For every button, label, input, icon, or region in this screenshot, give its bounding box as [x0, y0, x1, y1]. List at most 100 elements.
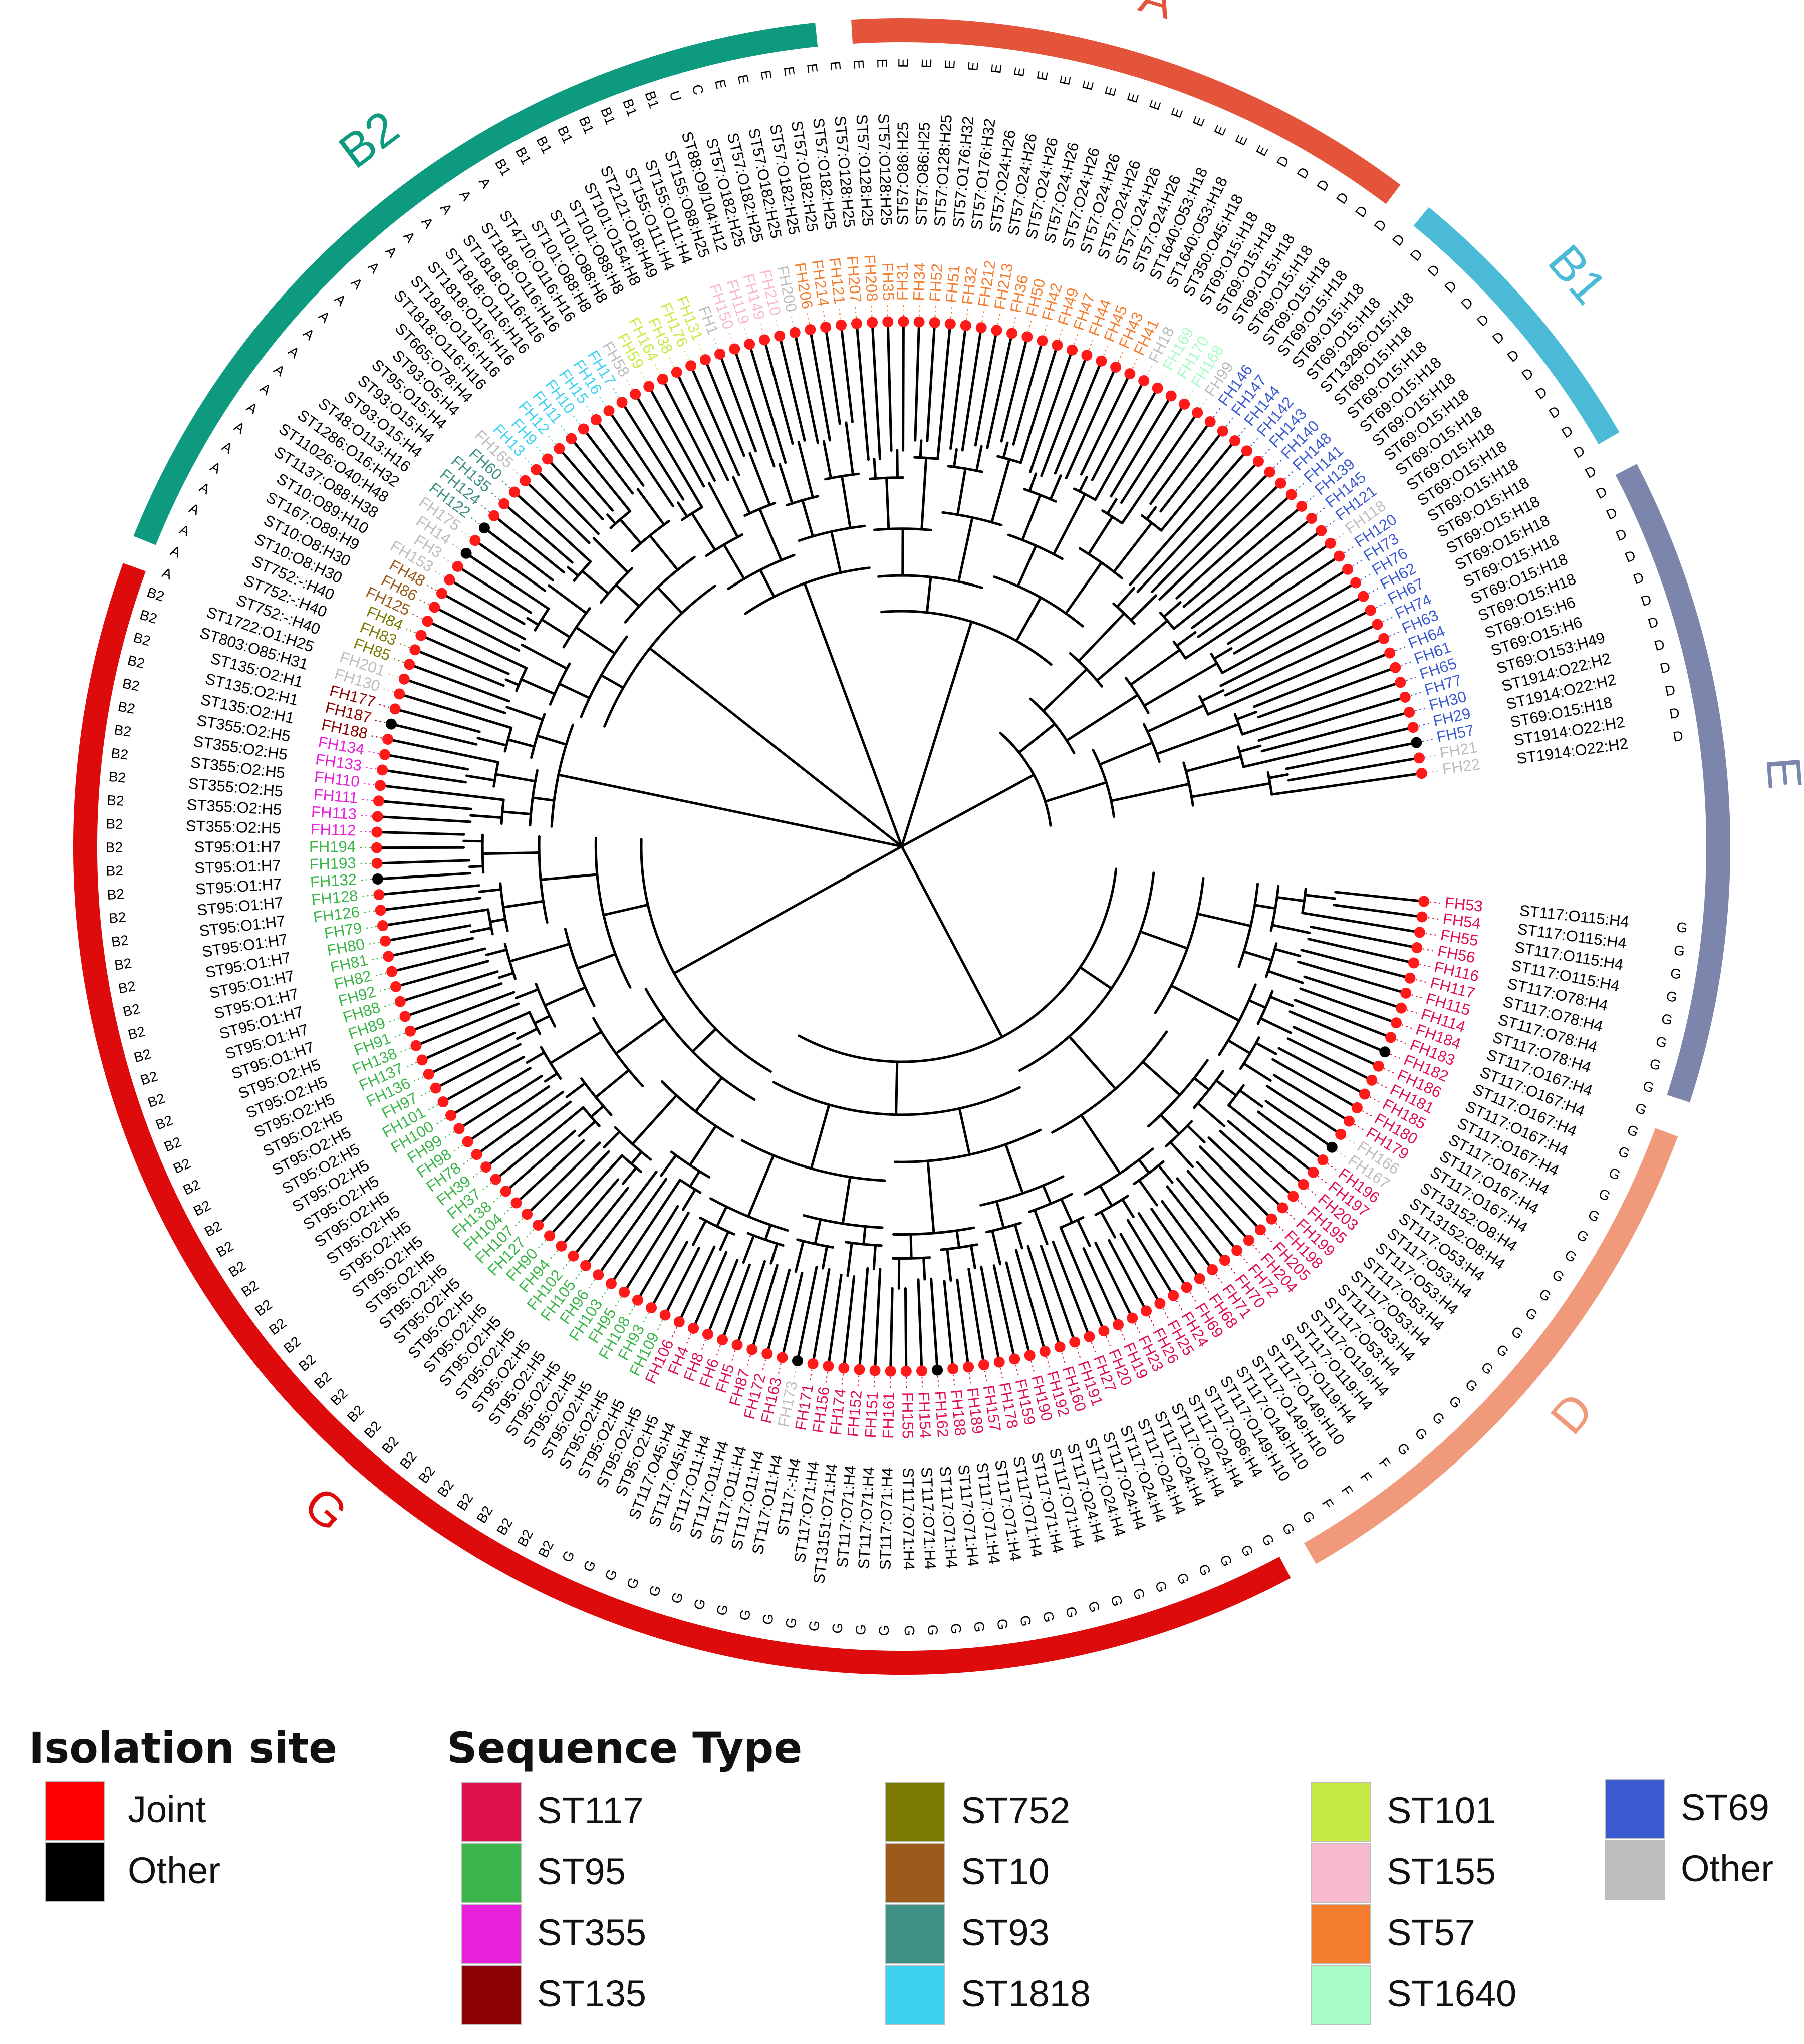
tree-branch	[520, 678, 556, 696]
tip-marker	[619, 1286, 630, 1298]
phylogroup-letter: B2	[107, 886, 125, 903]
tree-branch	[956, 467, 967, 516]
tree-tip-branch	[504, 1129, 577, 1193]
leaf-connector	[966, 306, 969, 320]
tip-marker	[835, 320, 847, 331]
tree-branch	[1162, 601, 1182, 618]
tree-branch	[1002, 441, 1009, 459]
st-swatch-st1818	[885, 1965, 945, 2025]
tree-branch	[1267, 773, 1289, 779]
tip-marker	[882, 316, 894, 328]
tree-tip-branch	[634, 393, 692, 489]
leaf-connector	[1401, 660, 1414, 666]
tree-node-arc	[993, 575, 1084, 628]
phylogroup-letter: E	[1102, 85, 1119, 98]
phylogroup-letter: B2	[153, 1112, 175, 1133]
tree-tip-branch	[889, 1287, 894, 1373]
phylogroup-letter: B1	[492, 156, 514, 179]
tip-marker	[657, 373, 668, 385]
tree-tip-branch	[381, 768, 467, 784]
tree-branch	[885, 476, 890, 530]
leaf-connector	[614, 1297, 622, 1309]
tree-tip-branch	[1271, 726, 1415, 761]
leaf-connector	[358, 831, 371, 833]
leaf-connector	[523, 455, 533, 466]
tip-marker	[867, 317, 878, 328]
tree-tip-branch	[526, 1141, 601, 1216]
leaf-connector	[728, 331, 733, 344]
leaf-connector	[1411, 994, 1425, 999]
tree-branch	[536, 734, 568, 746]
tree-branch	[747, 1154, 775, 1218]
tip-marker	[409, 644, 421, 656]
phylogroup-letter: E	[781, 65, 798, 77]
tree-node-arc	[1164, 1120, 1193, 1148]
tree-tip-branch	[572, 1186, 630, 1258]
phylogroup-letter: B2	[139, 1068, 160, 1088]
tree-node-arc	[1124, 676, 1150, 714]
phylogroup-letter: B2	[434, 1477, 457, 1500]
tree-node-arc	[1069, 652, 1103, 688]
tree-node-arc	[580, 635, 628, 718]
tip-marker	[1399, 691, 1411, 703]
tip-marker	[462, 1136, 473, 1147]
phylogroup-letter: B2	[117, 978, 137, 997]
phylogroup-letter: G	[1522, 1305, 1540, 1324]
phylogroup-letter: G	[1660, 1011, 1674, 1028]
tip-marker	[1325, 537, 1336, 549]
leaf-connector	[625, 377, 633, 390]
tip-marker	[916, 1365, 927, 1377]
serotype-label: ST117:O71:H4	[918, 1467, 939, 1570]
leaf-connector	[775, 317, 779, 331]
leaf-connector	[461, 1157, 472, 1166]
phylogroup-letter: A	[168, 543, 183, 561]
tree-node-arc	[503, 942, 517, 980]
phylogroup-letter: G	[736, 1608, 754, 1622]
tree-branch	[543, 986, 587, 1007]
tree-branch	[485, 948, 508, 956]
phylogroup-letter: G	[1648, 1056, 1663, 1074]
leaf-connector	[873, 1376, 875, 1390]
tree-node-arc	[670, 1150, 711, 1179]
leaf-connector	[1200, 396, 1209, 408]
leaf-connector	[656, 1320, 663, 1332]
leaf-connector	[712, 336, 718, 349]
tip-marker	[673, 1316, 685, 1328]
leaf-connector	[1228, 1264, 1237, 1276]
serotype-label: ST95:O1:H7	[194, 856, 281, 877]
tree-branch	[810, 1103, 831, 1170]
st-label-st10: ST10	[961, 1851, 1050, 1892]
tree-tip-branch	[840, 324, 854, 423]
phylogroup-letter: G	[1412, 1425, 1431, 1443]
tree-branch	[494, 773, 537, 783]
leaf-connector	[1264, 1234, 1274, 1244]
tree-tip-branch	[597, 1178, 668, 1276]
tree-branch	[1130, 594, 1157, 622]
tree-tip-branch	[704, 358, 745, 457]
tip-marker	[568, 1250, 579, 1262]
leaf-connector	[404, 1062, 417, 1068]
tip-marker	[383, 951, 394, 962]
leaf-connector	[1425, 933, 1439, 936]
isolate-id-label: FH154	[915, 1391, 934, 1438]
tree-branch	[872, 1244, 877, 1270]
tree-tip-branch	[1293, 998, 1392, 1039]
phylogroup-letter: F	[1376, 1455, 1393, 1472]
tip-marker	[430, 1082, 441, 1094]
leaf-connector	[1262, 447, 1272, 457]
tip-marker	[1416, 911, 1428, 923]
tree-branch	[694, 1076, 723, 1113]
phylogroup-letter: D	[1668, 705, 1681, 722]
tip-marker	[1317, 1154, 1329, 1166]
tree-branch	[1155, 723, 1240, 755]
tree-tip-branch	[535, 468, 600, 535]
tree-branch	[1242, 1062, 1272, 1082]
tree-branch	[1227, 1039, 1251, 1055]
tree-branch	[1145, 506, 1157, 521]
tree-branch	[1238, 744, 1262, 753]
tree-branch	[1078, 476, 1088, 493]
tree-tip-branch	[426, 620, 510, 661]
tip-marker	[746, 1344, 758, 1355]
tree-branch	[1235, 710, 1258, 721]
leaf-connector	[398, 1047, 411, 1054]
